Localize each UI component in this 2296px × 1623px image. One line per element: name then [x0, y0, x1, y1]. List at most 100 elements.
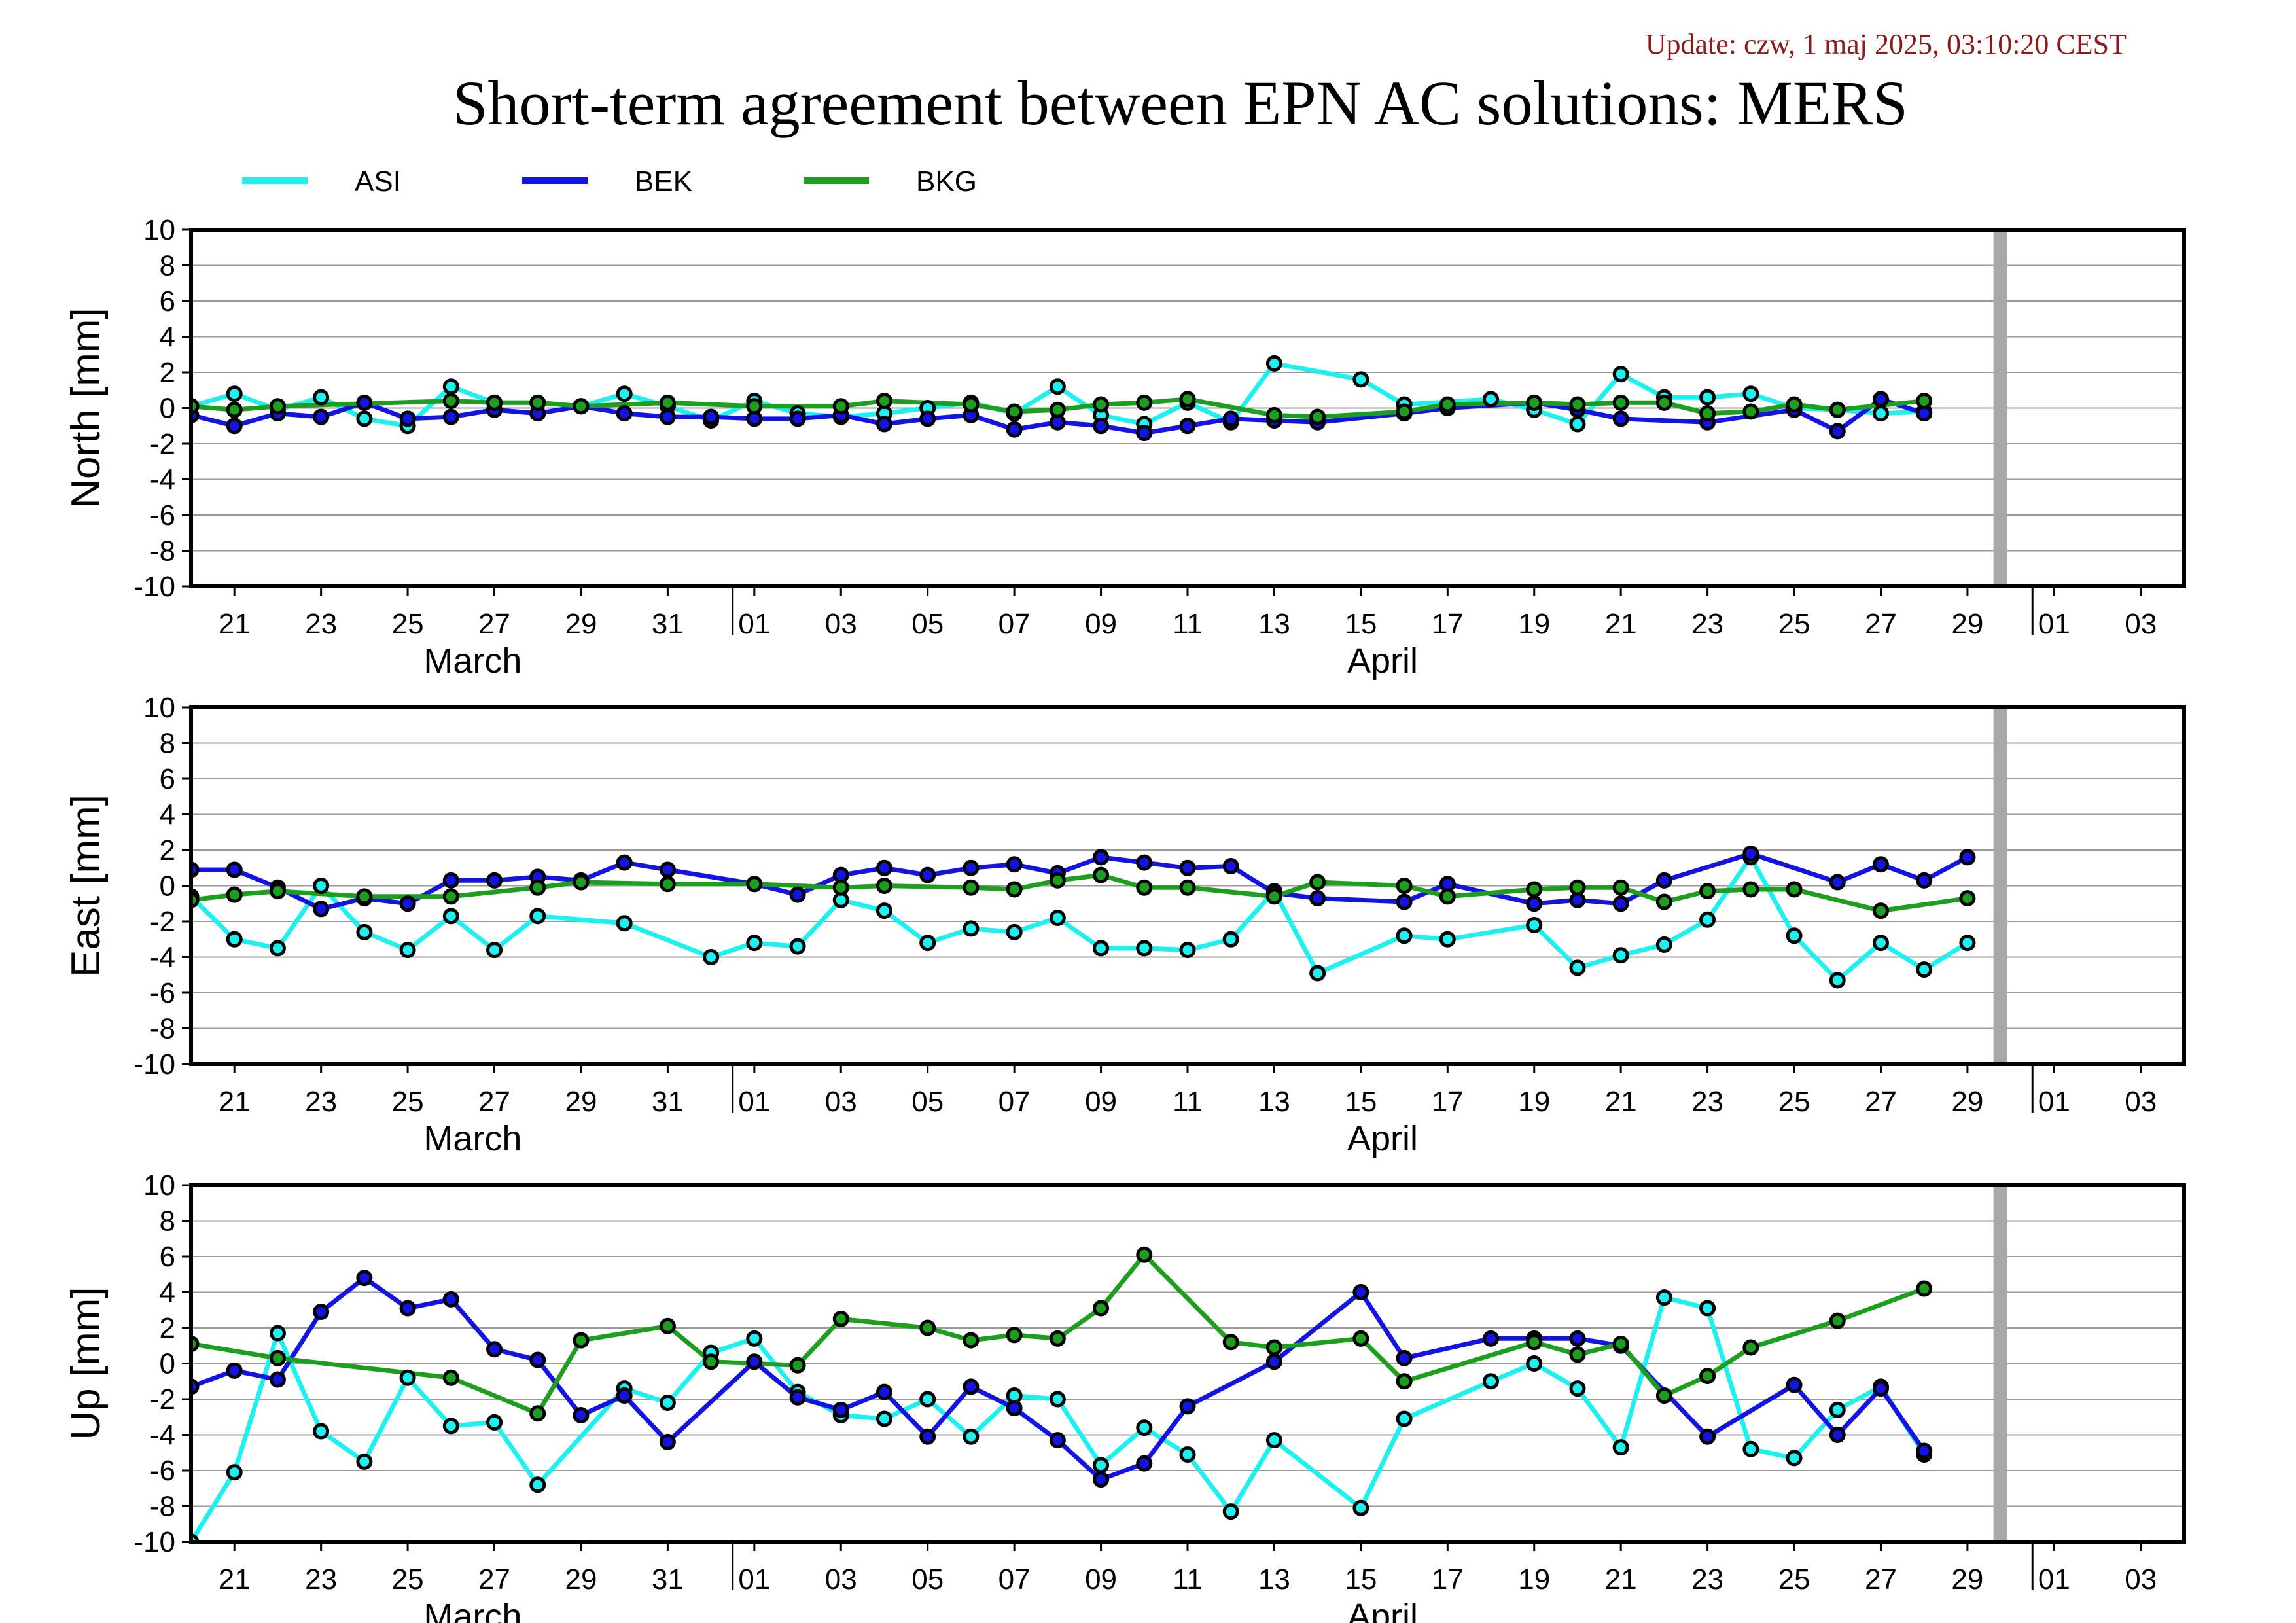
east-point-bkg: [1959, 890, 1976, 907]
east-point-asi: [1222, 931, 1239, 948]
north-point-bkg: [1526, 394, 1543, 411]
north-point-bek: [1872, 391, 1889, 408]
up-x-tick-label: 23: [1691, 1563, 1723, 1596]
east-point-bek: [919, 866, 936, 883]
east-point-asi: [529, 908, 546, 925]
up-x-tick-label: 25: [1778, 1563, 1810, 1596]
north-point-bkg: [1916, 393, 1933, 410]
up-point-bek: [1093, 1471, 1110, 1488]
east-point-bkg: [1006, 881, 1023, 898]
up-point-bkg: [1396, 1373, 1413, 1390]
north-point-asi: [1049, 378, 1066, 395]
up-point-bek: [1569, 1330, 1586, 1347]
up-x-tick-label: 01: [738, 1563, 770, 1596]
up-point-asi: [1483, 1373, 1500, 1390]
up-point-asi: [313, 1423, 330, 1440]
up-point-asi: [1655, 1289, 1672, 1306]
up-x-tick-label: 11: [1173, 1563, 1203, 1596]
up-point-asi: [659, 1394, 676, 1411]
east-point-bek: [789, 886, 806, 903]
north-x-tick-label: 25: [392, 608, 424, 640]
up-month-label: April: [1347, 1597, 1418, 1623]
up-point-bkg: [919, 1319, 936, 1336]
north-point-bek: [1006, 421, 1023, 438]
east-y-tick-label: 6: [160, 763, 175, 795]
up-point-bkg: [659, 1317, 676, 1334]
up-point-asi: [1612, 1439, 1629, 1456]
up-point-bek: [1179, 1398, 1196, 1415]
up-point-asi: [356, 1453, 373, 1470]
north-x-tick-label: 23: [1691, 608, 1723, 640]
up-point-asi: [1569, 1380, 1586, 1397]
east-point-asi: [616, 915, 633, 932]
up-point-asi: [1699, 1300, 1716, 1317]
up-point-asi: [1352, 1499, 1369, 1516]
north-series-group: [191, 355, 1933, 442]
up-point-bkg: [573, 1332, 590, 1349]
north-point-bek: [1829, 423, 1846, 440]
east-point-bkg: [442, 888, 459, 905]
up-point-bkg: [1352, 1330, 1369, 1347]
east-x-tick-label: 23: [1691, 1086, 1723, 1118]
east-y-tick-label: 4: [160, 799, 175, 831]
east-point-asi: [1136, 940, 1153, 957]
north-point-asi: [1612, 366, 1629, 383]
north-point-bek: [919, 410, 936, 427]
east-point-asi: [399, 942, 416, 959]
north-point-bkg: [1655, 394, 1672, 411]
north-x-tick-label: 21: [1605, 608, 1637, 640]
up-plot-frame: [189, 1183, 2186, 1544]
up-point-bkg: [1916, 1280, 1933, 1297]
up-point-asi: [1396, 1410, 1413, 1427]
up-point-asi: [1829, 1401, 1846, 1418]
north-point-asi: [356, 410, 373, 427]
up-x-tick-label: 31: [652, 1563, 684, 1596]
up-point-bek: [1265, 1353, 1282, 1370]
east-point-bkg: [1742, 881, 1759, 898]
up-point-asi: [486, 1414, 503, 1431]
up-point-asi: [746, 1330, 763, 1347]
east-point-bek: [1742, 845, 1759, 862]
north-point-bkg: [1569, 396, 1586, 413]
up-point-bkg: [1612, 1336, 1629, 1353]
north-point-asi: [1352, 371, 1369, 388]
north-point-bkg: [442, 393, 459, 410]
east-month-label: March: [423, 1119, 521, 1158]
up-x-tick-label: 17: [1432, 1563, 1464, 1596]
east-point-bkg: [269, 883, 286, 900]
east-point-asi: [919, 935, 936, 952]
north-y-axis-label: North [mm]: [63, 308, 109, 508]
north-point-bek: [442, 408, 459, 425]
up-y-tick-label: -10: [133, 1526, 175, 1558]
up-point-asi: [1526, 1355, 1543, 1372]
north-point-bek: [1093, 418, 1110, 435]
east-point-bek: [1093, 849, 1110, 866]
north-y-tick-label: 4: [160, 321, 175, 353]
east-point-bkg: [226, 886, 243, 903]
up-x-tick-label: 03: [2125, 1563, 2157, 1596]
up-y-tick-label: 4: [160, 1277, 175, 1309]
up-point-bek: [919, 1428, 936, 1445]
up-point-asi: [1222, 1503, 1239, 1520]
up-y-axis-label: Up [mm]: [63, 1287, 109, 1440]
north-point-bek: [1612, 410, 1629, 427]
north-point-bek: [616, 405, 633, 422]
up-point-bek: [399, 1300, 416, 1317]
up-point-asi: [875, 1410, 892, 1427]
north-x-tick-label: 19: [1518, 608, 1550, 640]
east-point-bkg: [1699, 883, 1716, 900]
east-point-bek: [1136, 854, 1153, 871]
east-point-asi: [1309, 965, 1326, 982]
east-y-tick-label: -10: [133, 1048, 175, 1080]
up-point-bek: [1006, 1400, 1023, 1417]
up-point-asi: [1049, 1391, 1066, 1408]
north-point-bkg: [1309, 408, 1326, 425]
north-x-tick-label: 05: [911, 608, 944, 640]
north-point-bkg: [486, 394, 503, 411]
up-y-tick-label: 8: [160, 1205, 175, 1238]
east-point-asi: [486, 942, 503, 959]
up-point-asi: [442, 1418, 459, 1435]
north-point-bek: [1222, 410, 1239, 427]
east-x-tick-label: 11: [1173, 1086, 1203, 1118]
east-point-asi: [442, 908, 459, 925]
